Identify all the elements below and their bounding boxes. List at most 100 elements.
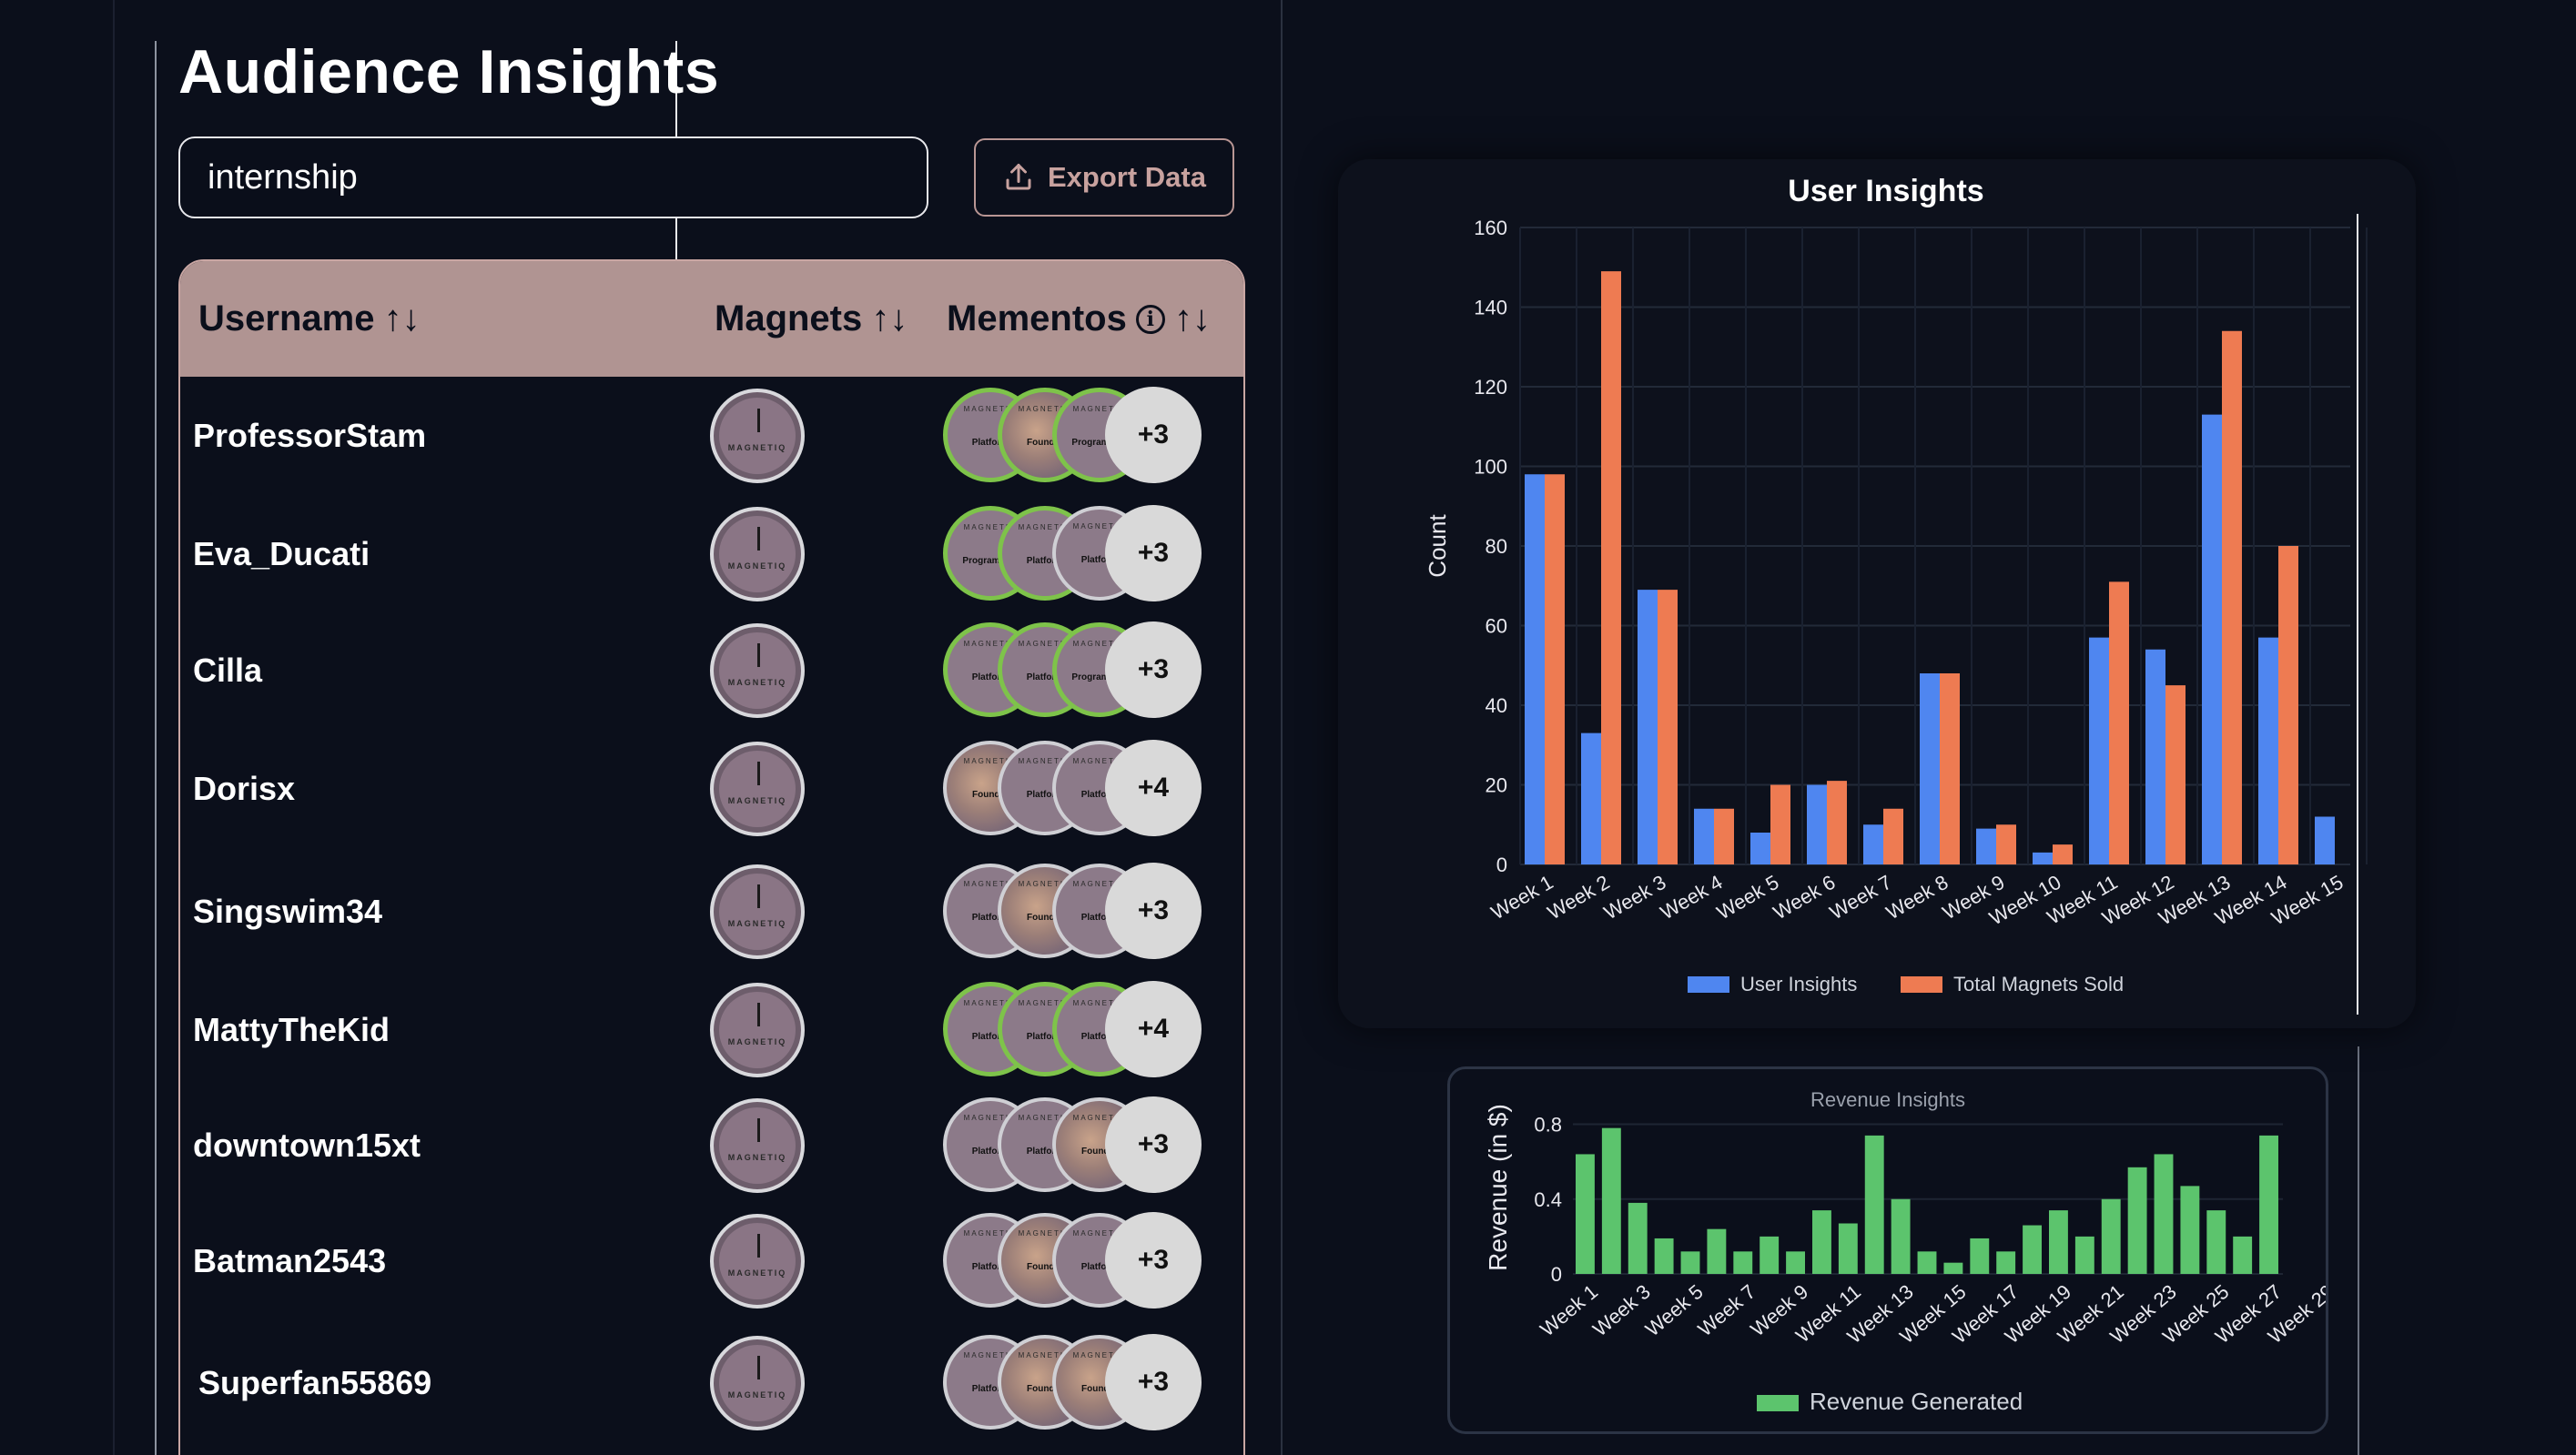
bar [2127, 1167, 2147, 1274]
clock-hand [757, 1118, 760, 1142]
column-header-magnets[interactable]: Magnets ↑↓ [715, 261, 908, 377]
y-tick-label: 0 [1551, 1263, 1562, 1286]
bar [1891, 1198, 1911, 1274]
table-row[interactable]: Superfan55869 MAGNETIQ MAGNETIQ Platform MAG… [180, 1324, 1243, 1442]
memento-brand: MAGNETIQ [963, 405, 1018, 413]
table-row[interactable]: Eva_Ducati MAGNETIQ MAGNETIQ Program Lea MAG… [180, 495, 1243, 613]
clock-hand [757, 762, 760, 785]
memento-brand: MAGNETIQ [1018, 1229, 1072, 1238]
x-tick-label: Week 3 [1600, 871, 1670, 925]
more-mementos-badge[interactable]: +4 [1105, 740, 1202, 836]
magnet-thumbnail[interactable]: MAGNETIQ [710, 507, 805, 601]
bar [1917, 1251, 1937, 1274]
table-row[interactable]: Batman2543 MAGNETIQ MAGNETIQ Platform MAGNET… [180, 1202, 1243, 1320]
memento-caption: Platform [971, 1147, 1009, 1157]
memento-brand: MAGNETIQ [963, 1351, 1018, 1359]
more-mementos-badge[interactable]: +3 [1105, 863, 1202, 959]
memento-brand: MAGNETIQ [1072, 757, 1127, 765]
page-title: Audience Insights [178, 37, 720, 106]
sort-icon[interactable]: ↑↓ [1173, 298, 1211, 338]
bar [1525, 474, 1545, 864]
memento-caption: Program Lea [1071, 672, 1128, 682]
memento-brand: MAGNETIQ [963, 640, 1018, 648]
bar [1807, 784, 1827, 864]
magnet-thumbnail[interactable]: MAGNETIQ [710, 864, 805, 959]
more-mementos-badge[interactable]: +3 [1105, 387, 1202, 483]
memento-caption: Program Lea [962, 556, 1019, 566]
chart-title: Revenue Insights [1810, 1088, 1965, 1111]
magnet-thumbnail[interactable]: MAGNETIQ [710, 983, 805, 1077]
bar [2222, 330, 2242, 864]
more-mementos-badge[interactable]: +4 [1105, 981, 1202, 1077]
memento-brand: MAGNETIQ [963, 999, 1018, 1007]
table-row[interactable]: MattyTheKid MAGNETIQ MAGNETIQ Platform MAGNE… [180, 971, 1243, 1089]
memento-brand: MAGNETIQ [1018, 999, 1072, 1007]
bar [2202, 414, 2222, 864]
divider-line [113, 0, 115, 1455]
magnet-thumbnail[interactable]: MAGNETIQ [710, 389, 805, 483]
magnet-thumbnail[interactable]: MAGNETIQ [710, 1214, 805, 1308]
search-input[interactable] [178, 136, 928, 218]
clock-hand [757, 1003, 760, 1026]
memento-caption: Founder [1027, 1384, 1063, 1394]
divider-line [155, 41, 157, 1455]
memento-brand: MAGNETIQ [1018, 405, 1072, 413]
memento-caption: Platform [971, 1262, 1009, 1272]
bar [2074, 1236, 2094, 1274]
memento-brand: MAGNETIQ [1072, 522, 1127, 530]
more-mementos-badge[interactable]: +3 [1105, 621, 1202, 718]
table-row[interactable]: Singswim34 MAGNETIQ MAGNETIQ Platform MAGNET… [180, 853, 1243, 971]
memento-caption: Platform [971, 1384, 1009, 1394]
more-mementos-badge[interactable]: +3 [1105, 1212, 1202, 1308]
bar [2258, 637, 2278, 864]
more-mementos-badge[interactable]: +3 [1105, 505, 1202, 601]
memento-brand: MAGNETIQ [1072, 1229, 1127, 1238]
memento-caption: Founder [972, 790, 1009, 800]
clock-hand [757, 643, 760, 667]
memento-brand: MAGNETIQ [963, 880, 1018, 888]
bar [1920, 673, 1940, 864]
magnet-thumbnail[interactable]: MAGNETIQ [710, 1336, 805, 1430]
more-mementos-badge[interactable]: +3 [1105, 1334, 1202, 1430]
table-row[interactable]: Dorisx MAGNETIQ MAGNETIQ Founder MAGNETIQ Pla… [180, 730, 1243, 848]
magnet-thumbnail[interactable]: MAGNETIQ [710, 623, 805, 718]
info-icon[interactable]: i [1135, 304, 1165, 334]
magnet-brand: MAGNETIQ [727, 1268, 787, 1278]
divider-line [1281, 0, 1283, 1455]
bar [1838, 1223, 1858, 1274]
column-label: Mementos [947, 298, 1127, 338]
bar [1707, 1228, 1727, 1274]
memento-caption: Founder [1027, 438, 1063, 448]
bar [1628, 1202, 1648, 1274]
bar [2145, 649, 2165, 864]
legend-label: Revenue Generated [1810, 1388, 2023, 1415]
export-data-button[interactable]: Export Data [974, 138, 1234, 217]
magnet-thumbnail[interactable]: MAGNETIQ [710, 1098, 805, 1193]
memento-caption: Founder [1027, 913, 1063, 923]
column-header-mementos[interactable]: Mementos i ↑↓ [947, 261, 1211, 377]
bar [2023, 1225, 2042, 1274]
memento-brand: MAGNETIQ [1072, 640, 1127, 648]
sort-icon[interactable]: ↑↓ [871, 298, 908, 338]
bar [2233, 1236, 2253, 1274]
table-row[interactable]: Cilla MAGNETIQ MAGNETIQ Platform MAGNETIQ Pla… [180, 611, 1243, 730]
clock-hand [757, 1234, 760, 1258]
bar [1970, 1238, 1990, 1274]
magnet-thumbnail[interactable]: MAGNETIQ [710, 742, 805, 836]
memento-caption: Platform [971, 913, 1009, 923]
table-row[interactable]: downtown15xt MAGNETIQ MAGNETIQ Platform MAGN… [180, 1086, 1243, 1205]
memento-caption: Platform [1026, 790, 1064, 800]
y-tick-label: 120 [1474, 376, 1507, 399]
username-cell: ProfessorStam [193, 417, 427, 454]
column-header-username[interactable]: Username ↑↓ [198, 261, 420, 377]
magnet-brand: MAGNETIQ [727, 796, 787, 805]
x-tick-label: Week 4 [1657, 871, 1727, 925]
bar [1786, 1251, 1805, 1274]
bar [2180, 1186, 2200, 1274]
table-row[interactable]: ProfessorStam MAGNETIQ MAGNETIQ Platform MAG… [180, 377, 1243, 495]
legend-swatch [1901, 976, 1942, 993]
more-mementos-badge[interactable]: +3 [1105, 1096, 1202, 1193]
legend-swatch [1757, 1395, 1799, 1411]
sort-icon[interactable]: ↑↓ [383, 298, 421, 338]
